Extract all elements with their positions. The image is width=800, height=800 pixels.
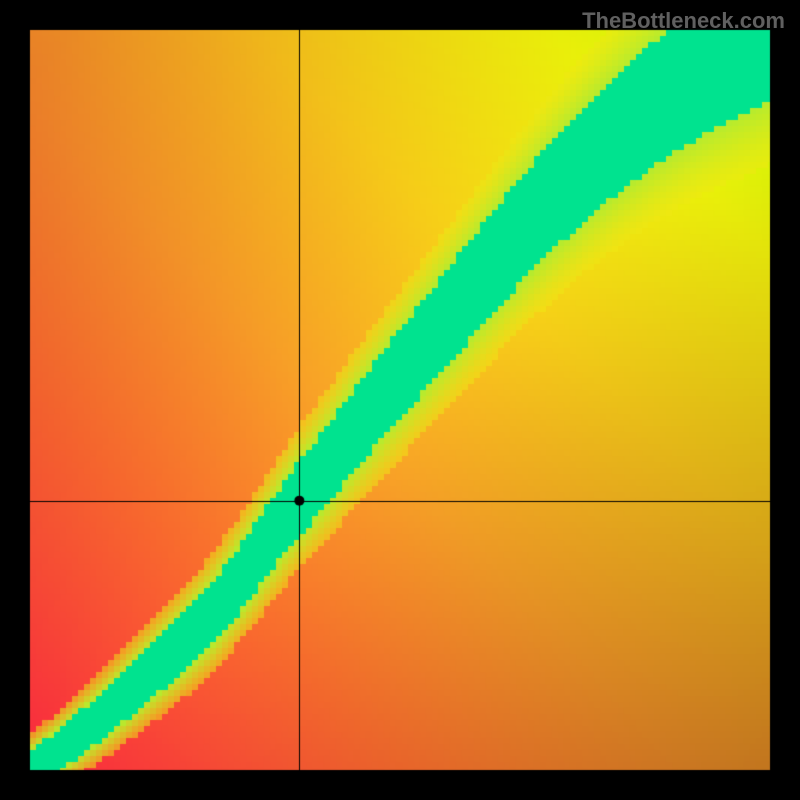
heatmap-canvas bbox=[0, 0, 800, 800]
watermark-text: TheBottleneck.com bbox=[582, 8, 785, 34]
